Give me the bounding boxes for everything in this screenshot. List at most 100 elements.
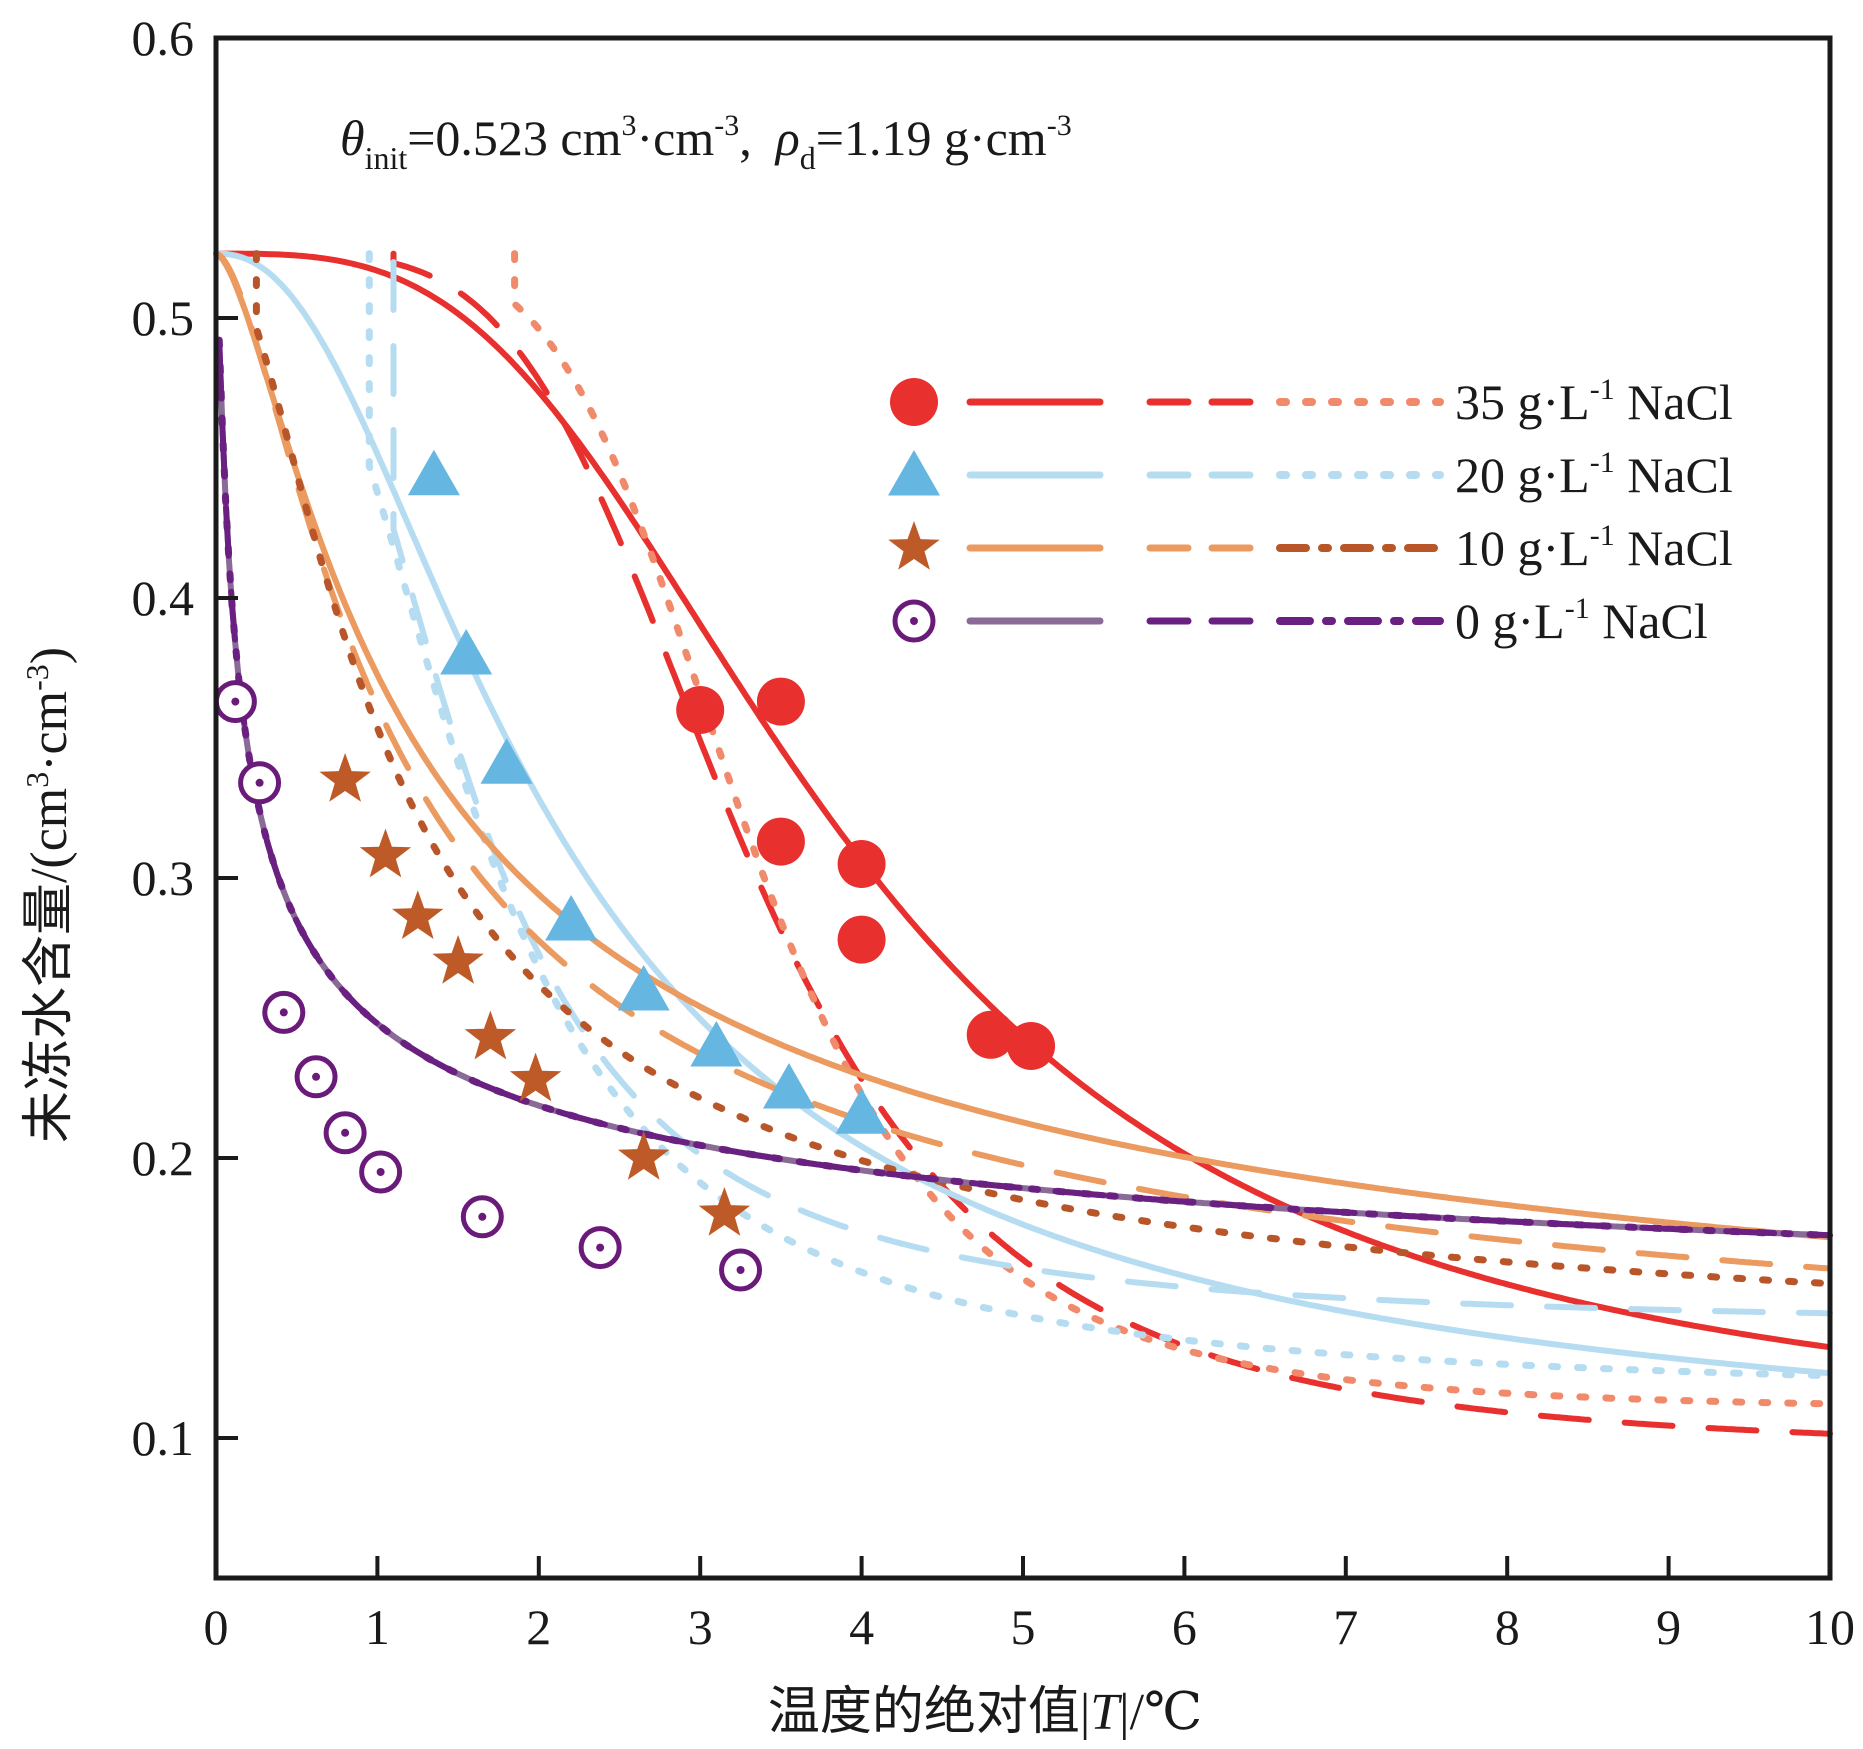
y-axis-label-sup1: 3 (19, 772, 55, 788)
data-point-series-1 (762, 1063, 815, 1109)
y-axis-label-main: 未冻水含量/(cm (21, 788, 78, 1143)
data-point-series-1 (617, 965, 670, 1011)
data-point-series-2 (359, 828, 412, 878)
legend-entry-1: 20 g·L-1 NaCl (888, 446, 1733, 503)
legend-entry-0: 35 g·L-1 NaCl (890, 373, 1733, 430)
legend-marker (892, 599, 936, 643)
legend-marker (888, 521, 940, 570)
data-point-series-3 (578, 1226, 622, 1270)
marker-center-dot (478, 1212, 487, 1221)
x-axis-label-prefix: 温度的绝对值| (768, 1684, 1090, 1741)
data-point-series-0 (966, 1010, 1015, 1059)
rho-value: =1.19 g·cm (816, 110, 1047, 166)
y-tick-label: 0.3 (132, 850, 195, 906)
legend-label-unit: NaCl (1590, 593, 1708, 649)
legend-entry-2: 10 g·L-1 NaCl (888, 519, 1733, 576)
data-point-series-2 (509, 1052, 562, 1102)
x-tick-label: 1 (365, 1599, 390, 1655)
y-axis-label: 未冻水含量/(cm3·cm-3) (19, 647, 78, 1143)
legend-label-sup: -1 (1565, 592, 1590, 625)
data-point-series-1 (407, 449, 460, 496)
legend-label-sup: -1 (1590, 373, 1615, 406)
x-tick-label: 0 (204, 1599, 229, 1655)
x-axis-label-unit: |/℃ (1119, 1684, 1202, 1741)
data-point-series-0 (756, 677, 805, 726)
data-point-series-2 (618, 1131, 670, 1180)
marker-center-dot (279, 1008, 288, 1017)
theta-unit-sup2: -3 (714, 109, 739, 142)
y-axis-label-sup2: -3 (19, 664, 55, 691)
legend-label: 35 g·L-1 NaCl (1455, 373, 1733, 430)
x-tick-label: 10 (1805, 1599, 1855, 1655)
x-axis-label: 温度的绝对值|T|/℃ (768, 1684, 1202, 1741)
rho-unit-sup: -3 (1047, 109, 1072, 142)
marker-center-dot (312, 1072, 321, 1081)
fit-curve-dashed-series-3 (216, 337, 1833, 1239)
theta-subscript: init (365, 140, 408, 176)
rho-symbol: ρ (774, 110, 800, 166)
y-tick-label: 0.6 (132, 10, 195, 66)
marker-center-dot (231, 697, 240, 706)
data-point-series-3 (323, 1111, 367, 1155)
rho-subscript: d (800, 140, 816, 176)
legend-label-unit: NaCl (1615, 520, 1733, 576)
x-tick-label: 7 (1333, 1599, 1358, 1655)
theta-symbol: θ (340, 110, 365, 166)
data-point-series-0 (756, 817, 805, 866)
data-point-series-0 (676, 686, 725, 734)
theta-value: =0.523 cm (407, 110, 621, 166)
legend-label: 20 g·L-1 NaCl (1455, 446, 1733, 503)
marker-center-dot (376, 1168, 385, 1176)
annotation-separator: , (739, 110, 752, 166)
data-markers-layer (213, 449, 1056, 1292)
fit-curve-dashed-series-0 (390, 250, 1833, 1437)
fit-curve-solid-series-2 (213, 250, 1830, 1240)
legend-label: 0 g·L-1 NaCl (1455, 592, 1708, 649)
y-tick-label: 0.4 (132, 570, 195, 626)
data-point-series-2 (698, 1187, 751, 1236)
marker-center-dot (255, 778, 264, 787)
data-point-series-0 (837, 840, 886, 888)
x-tick-label: 8 (1495, 1599, 1520, 1655)
data-point-series-3 (238, 761, 282, 805)
data-point-series-0 (1007, 1022, 1056, 1070)
marker-center-dot (596, 1243, 605, 1252)
legend-label: 10 g·L-1 NaCl (1455, 519, 1733, 576)
legend-marker (888, 450, 940, 496)
x-axis-label-variable: T (1090, 1684, 1122, 1741)
fit-curve-dashed-series-1 (390, 259, 1833, 1317)
marker-center-dot (736, 1266, 745, 1274)
marker-center-dot (341, 1128, 350, 1137)
legend-marker (890, 378, 938, 426)
data-point-series-3 (294, 1055, 338, 1099)
data-point-series-2 (432, 935, 484, 984)
y-axis-label-close: ) (21, 647, 78, 664)
legend-label-unit: NaCl (1615, 447, 1733, 503)
fit-curves-layer (213, 250, 1834, 1437)
fit-curve-dotted-series-2 (252, 250, 1832, 1288)
data-point-series-1 (440, 629, 493, 675)
legend-label-text: 35 g·L (1455, 374, 1590, 430)
x-tick-label: 2 (526, 1599, 551, 1655)
data-point-series-3 (719, 1248, 763, 1292)
parameter-annotation: θinit=0.523 cm3·cm-3, ρd=1.19 g·cm-3 (340, 109, 1072, 176)
theta-unit-mid: ·cm (637, 110, 715, 166)
legend-label-text: 0 g·L (1455, 593, 1565, 649)
data-point-series-3 (460, 1195, 504, 1239)
data-point-series-2 (319, 753, 371, 802)
x-tick-label: 5 (1011, 1599, 1036, 1655)
fit-curve-dotted-series-1 (365, 250, 1832, 1380)
legend-label-text: 20 g·L (1455, 447, 1590, 503)
data-point-series-3 (359, 1150, 403, 1194)
legend-label-sup: -1 (1590, 446, 1615, 479)
y-tick-label: 0.2 (132, 1130, 195, 1186)
legend-label-unit: NaCl (1615, 374, 1733, 430)
data-point-series-3 (262, 990, 306, 1034)
legend-label-sup: -1 (1590, 519, 1615, 552)
x-tick-label: 3 (688, 1599, 713, 1655)
legend-label-text: 10 g·L (1455, 520, 1590, 576)
axis-ticks-layer: 0 1 2 3 4 5 6 7 8 9 10 0.1 0.2 0.3 0.4 0.5 0.6 (132, 10, 1856, 1655)
data-point-series-1 (480, 738, 533, 784)
